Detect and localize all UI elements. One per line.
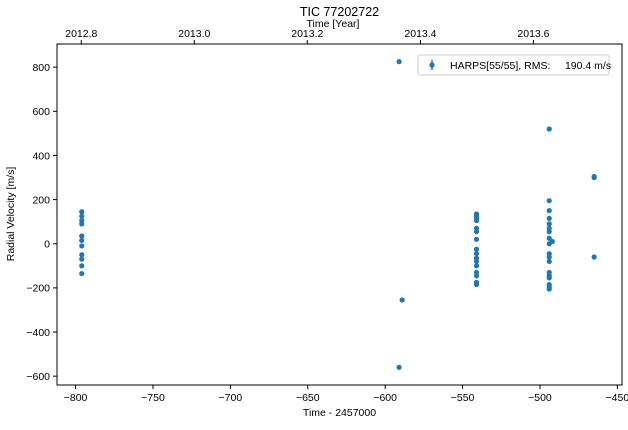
top-tick-label: 2012.8 — [65, 28, 97, 40]
x-tick-label: −700 — [219, 392, 243, 404]
x-tick-label: −650 — [296, 392, 320, 404]
data-point — [546, 126, 552, 132]
x-tick-label: −500 — [528, 392, 552, 404]
data-point — [549, 238, 555, 245]
data-point — [546, 229, 552, 235]
x-tick-label: −550 — [451, 392, 475, 404]
data-point — [399, 297, 405, 303]
legend-box — [417, 54, 610, 76]
legend-label: HARPS[55/55], RMS: 190.4 m/s — [450, 60, 611, 72]
data-point — [591, 254, 597, 260]
data-point — [473, 217, 480, 224]
data-point — [546, 258, 552, 265]
plot-frame — [56, 43, 623, 386]
data-point — [79, 237, 85, 244]
data-point — [79, 233, 85, 239]
data-point — [79, 252, 85, 258]
chart-title: TIC 77202722 — [300, 5, 379, 19]
legend-marker — [429, 62, 435, 68]
data-points — [79, 59, 597, 370]
x-tick-label: −450 — [606, 392, 628, 404]
y-tick-label: −600 — [26, 371, 50, 383]
data-point — [546, 235, 552, 241]
data-point — [546, 215, 552, 221]
top-tick-label: 2013.6 — [517, 28, 549, 40]
top-tick-label: 2013.4 — [404, 28, 436, 40]
legend: HARPS[55/55], RMS: 190.4 m/s — [417, 54, 611, 76]
x-tick-label: −800 — [64, 392, 88, 404]
x-axis-bottom: −800 −750 −700 −650 −600 −550 −500 −450 — [64, 385, 628, 404]
data-point — [396, 364, 402, 370]
data-point — [79, 221, 85, 227]
top-tick-label: 2013.0 — [178, 28, 210, 40]
data-point — [79, 270, 85, 277]
data-point — [591, 174, 597, 181]
data-point — [546, 286, 552, 292]
data-point — [473, 273, 480, 279]
data-point — [546, 254, 552, 260]
y-tick-label: 200 — [32, 194, 50, 206]
data-point — [546, 275, 552, 281]
y-axis-left: −600 −400 −200 0 200 400 600 800 — [26, 62, 57, 383]
data-point — [79, 263, 85, 269]
x-axis-top: 2012.8 2013.0 2013.2 2013.4 2013.6 — [65, 28, 550, 44]
data-point — [79, 243, 85, 249]
data-point — [546, 221, 552, 227]
data-point — [473, 281, 480, 288]
data-point — [473, 236, 480, 242]
data-point — [79, 209, 85, 215]
y-axis-label: Radial Velocity [m/s] — [5, 167, 17, 262]
x-axis-label: Time - 2457000 — [303, 407, 376, 419]
data-point — [473, 258, 480, 265]
data-point — [473, 229, 480, 235]
data-point — [79, 213, 85, 219]
y-tick-label: −400 — [26, 327, 50, 339]
data-point — [473, 263, 480, 269]
y-tick-label: 800 — [32, 62, 50, 74]
data-point — [546, 208, 552, 214]
data-point — [473, 251, 480, 257]
x-tick-label: −600 — [373, 392, 397, 404]
data-point — [546, 198, 552, 204]
data-point — [396, 59, 402, 65]
y-tick-label: −200 — [26, 283, 50, 295]
y-tick-label: 400 — [32, 150, 50, 162]
data-point — [79, 256, 85, 262]
y-tick-label: 600 — [32, 106, 50, 118]
data-point — [473, 246, 480, 252]
x-tick-label: −750 — [141, 392, 165, 404]
y-tick-label: 0 — [44, 239, 50, 251]
top-tick-label: 2013.2 — [291, 28, 323, 40]
top-axis-label: Time [Year] — [307, 18, 360, 30]
